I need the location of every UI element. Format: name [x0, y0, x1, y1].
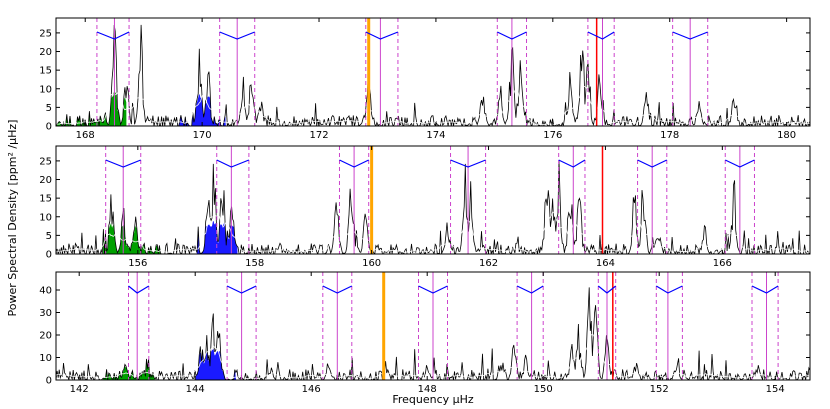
mode-marker	[516, 272, 544, 380]
mode-marker	[496, 18, 528, 126]
x-tick-label: 180	[777, 130, 796, 141]
y-tick-label: 10	[39, 212, 52, 223]
mode-marker	[450, 146, 487, 254]
x-tick-label: 174	[426, 130, 445, 141]
mode-width-chevron	[587, 31, 615, 40]
x-tick-label: 170	[193, 130, 212, 141]
x-tick-label: 166	[713, 258, 732, 269]
y-tick-label: 30	[39, 308, 52, 319]
y-tick-label: 0	[46, 122, 52, 133]
y-tick-label: 0	[46, 376, 52, 387]
x-tick-label: 152	[650, 384, 669, 395]
mode-width-chevron	[216, 159, 250, 168]
x-tick-label: 144	[186, 384, 205, 395]
mode-marker	[128, 272, 150, 380]
y-tick-label: 25	[39, 28, 52, 39]
panel-2: 156 158 160 162 164 166 0 5 10 15 20 25	[39, 145, 811, 269]
smoothed-spectrum-line	[56, 211, 810, 253]
mode-marker	[418, 272, 448, 380]
mode-width-chevron	[450, 159, 486, 168]
mode-marker	[597, 272, 617, 380]
x-axis-label: Frequency μHz	[392, 393, 474, 406]
mode-marker	[637, 146, 668, 254]
panel-frame	[55, 271, 811, 381]
panel-1: 168 170 172 174 176 178 180 0 5 10 15 20 25	[39, 17, 811, 141]
mode-marker	[655, 272, 683, 380]
x-tick-label: 158	[245, 258, 264, 269]
mode-width-chevron	[226, 285, 257, 294]
x-tick-label: 176	[543, 130, 562, 141]
y-tick-label: 0	[46, 250, 52, 261]
plot-area	[56, 18, 810, 126]
mode-width-chevron	[655, 285, 683, 294]
y-tick-label: 20	[39, 331, 52, 342]
y-tick-label: 10	[39, 84, 52, 95]
panel-frame	[55, 17, 811, 127]
x-tick-label: 168	[76, 130, 95, 141]
mode-marker	[216, 146, 250, 254]
y-axis-label: Power Spectral Density [ppm² /μHz]	[6, 120, 19, 317]
x-tick-label: 162	[479, 258, 498, 269]
power-spectrum-line	[56, 24, 810, 126]
y-tick-label: 20	[39, 47, 52, 58]
mode-width-chevron	[219, 31, 255, 40]
x-tick-label: 160	[362, 258, 381, 269]
mode-width-chevron	[597, 285, 617, 294]
mode-width-chevron	[558, 159, 586, 168]
mode-marker	[338, 146, 370, 254]
mode-marker	[724, 146, 755, 254]
mode-width-chevron	[128, 285, 150, 294]
y-tick-label: 5	[46, 231, 52, 242]
smoothed-spectrum-line	[56, 86, 810, 126]
mode-width-chevron	[322, 285, 353, 294]
mode-width-chevron	[672, 31, 708, 40]
x-tick-label: 164	[596, 258, 615, 269]
y-tick-label: 40	[39, 286, 52, 297]
mode-width-chevron	[751, 285, 779, 294]
x-tick-label: 154	[766, 384, 785, 395]
mode-marker	[96, 18, 130, 126]
mode-marker	[558, 146, 586, 254]
y-tick-label: 15	[39, 194, 52, 205]
x-tick-label: 150	[534, 384, 553, 395]
mode-marker	[219, 18, 256, 126]
x-tick-label: 146	[302, 384, 321, 395]
power-spectrum-line	[56, 159, 810, 254]
y-tick-label: 10	[39, 353, 52, 364]
panel-3: 142 144 146 148 150 152 154 0 10 20 30 40	[39, 271, 811, 395]
mode-marker	[105, 146, 142, 254]
mode-width-chevron	[724, 159, 755, 168]
mode-marker	[587, 18, 615, 126]
mode-marker	[672, 18, 709, 126]
plot-area	[56, 272, 810, 380]
x-tick-label: 148	[418, 384, 437, 395]
mode-marker	[365, 18, 399, 126]
mode-width-chevron	[96, 31, 130, 40]
mode-marker	[226, 272, 257, 380]
x-tick-label: 142	[70, 384, 89, 395]
plot-area	[56, 146, 810, 254]
y-tick-label: 25	[39, 156, 52, 167]
mode-width-chevron	[339, 159, 369, 168]
x-tick-label: 156	[128, 258, 147, 269]
mode-width-chevron	[516, 285, 544, 294]
x-tick-label: 178	[660, 130, 679, 141]
mode-width-chevron	[418, 285, 448, 294]
panel-frame	[55, 145, 811, 255]
mode-width-chevron	[365, 31, 399, 40]
mode-marker	[751, 272, 779, 380]
mode-width-chevron	[497, 31, 527, 40]
y-tick-label: 20	[39, 175, 52, 186]
y-tick-label: 5	[46, 103, 52, 114]
mode-width-chevron	[637, 159, 668, 168]
green-mode-fill	[103, 223, 162, 254]
mode-marker	[322, 272, 353, 380]
x-tick-label: 172	[309, 130, 328, 141]
y-tick-label: 15	[39, 66, 52, 77]
mode-width-chevron	[105, 159, 141, 168]
